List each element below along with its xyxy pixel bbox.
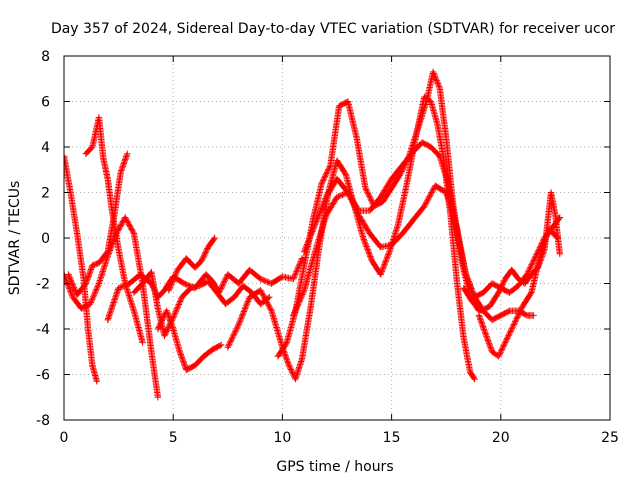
y-tick-label: -6 bbox=[36, 368, 50, 384]
series-arc-13 bbox=[460, 189, 563, 314]
x-axis-label: GPS time / hours bbox=[276, 459, 393, 475]
y-tick-label: -8 bbox=[36, 413, 50, 429]
series-arc-4 bbox=[65, 150, 131, 299]
series-markers bbox=[65, 150, 131, 299]
series-markers bbox=[165, 234, 218, 294]
series-markers bbox=[130, 268, 273, 339]
x-tick-label: 5 bbox=[169, 430, 178, 446]
y-tick-label: 6 bbox=[41, 95, 50, 111]
x-tick-label: 15 bbox=[383, 430, 401, 446]
x-tick-label: 25 bbox=[601, 430, 619, 446]
series-markers bbox=[301, 139, 563, 301]
y-tick-label: 8 bbox=[41, 49, 50, 65]
series-arc-7 bbox=[154, 307, 225, 374]
series-markers bbox=[475, 225, 561, 360]
x-tick-label: 0 bbox=[60, 430, 69, 446]
series-markers bbox=[154, 307, 225, 374]
plot-border bbox=[63, 55, 611, 421]
series-arc-14 bbox=[475, 225, 561, 360]
y-tick-label: -4 bbox=[36, 322, 50, 338]
series-arc-6 bbox=[130, 268, 273, 339]
series-arc-2 bbox=[64, 214, 162, 401]
y-tick-label: -2 bbox=[36, 277, 50, 293]
y-tick-label: 4 bbox=[41, 140, 50, 156]
data-points bbox=[64, 68, 563, 401]
y-tick-label: 2 bbox=[41, 186, 50, 202]
series-arc-12 bbox=[301, 139, 563, 301]
series-markers bbox=[460, 189, 563, 314]
x-tick-label: 20 bbox=[492, 430, 510, 446]
y-axis-label: SDTVAR / TECUs bbox=[7, 181, 23, 296]
grid bbox=[64, 56, 610, 420]
series-markers bbox=[64, 214, 162, 401]
axes: 0 5 10 15 20 25 -8 -6 -4 -2 0 2 4 6 8 bbox=[36, 49, 619, 446]
chart-title: Day 357 of 2024, Sidereal Day-to-day VTE… bbox=[51, 21, 615, 37]
y-tick-label: 0 bbox=[41, 231, 50, 247]
series-arc-8 bbox=[165, 234, 218, 294]
x-tick-label: 10 bbox=[273, 430, 291, 446]
